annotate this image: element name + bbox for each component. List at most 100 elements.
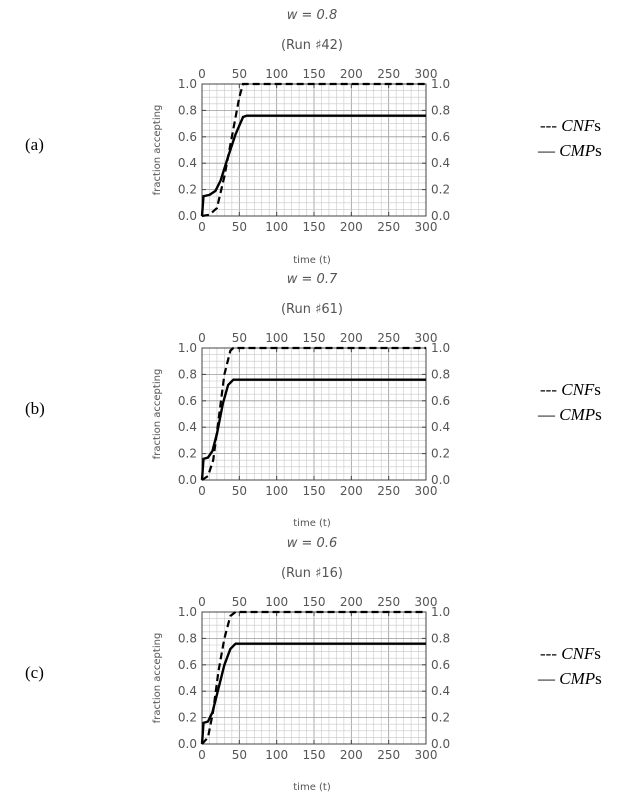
y-tick-label-left: 0.8 xyxy=(178,103,197,117)
y-tick-label-right: 1.0 xyxy=(431,77,450,91)
x-tick-label-top: 100 xyxy=(265,595,288,609)
legend: --- CNFs — CMPs xyxy=(537,380,602,424)
chart-subtitle: (Run ♯42) xyxy=(281,38,343,53)
x-tick-label-bottom: 200 xyxy=(340,484,363,498)
x-tick-label-top: 50 xyxy=(232,331,247,345)
legend-item-cnf: --- CNFs xyxy=(540,644,601,663)
x-tick-label-top: 150 xyxy=(303,67,326,81)
x-tick-label-bottom: 0 xyxy=(198,484,206,498)
y-tick-label-left: 0.2 xyxy=(178,447,197,461)
y-tick-label-right: 0.0 xyxy=(431,737,450,751)
y-tick-label-left: 0.0 xyxy=(178,209,197,223)
chart-panel-a: (a) w = 0.8 (Run ♯42) 0 0 50 50 100 100 150 150… xyxy=(25,8,602,266)
y-tick-label-left: 0.6 xyxy=(178,658,197,672)
panel-label: (c) xyxy=(25,663,44,682)
chart-title: w = 0.6 xyxy=(287,536,337,551)
panel-label: (a) xyxy=(25,135,44,154)
x-tick-label-top: 200 xyxy=(340,595,363,609)
chart-title: w = 0.8 xyxy=(287,8,337,23)
x-tick-label-bottom: 300 xyxy=(415,220,438,234)
x-tick-label-bottom: 50 xyxy=(232,748,247,762)
y-tick-label-left: 0.2 xyxy=(178,183,197,197)
y-tick-label-right: 0.2 xyxy=(431,447,450,461)
y-tick-label-left: 0.4 xyxy=(178,684,197,698)
x-tick-label-top: 0 xyxy=(198,331,206,345)
x-tick-label-bottom: 250 xyxy=(377,484,400,498)
y-tick-label-left: 1.0 xyxy=(178,341,197,355)
x-tick-label-bottom: 150 xyxy=(303,220,326,234)
x-tick-label-bottom: 100 xyxy=(265,484,288,498)
series-group xyxy=(200,82,426,218)
legend-item-cmp: — CMPs xyxy=(537,405,602,424)
y-axis-label: fraction accepting xyxy=(152,105,163,196)
grid xyxy=(201,83,427,217)
y-tick-label-left: 0.4 xyxy=(178,420,197,434)
x-tick-label-top: 250 xyxy=(377,331,400,345)
panel-label: (b) xyxy=(25,399,45,418)
y-tick-label-left: 0.0 xyxy=(178,473,197,487)
series-group xyxy=(200,346,426,481)
chart-panel-c: (c) w = 0.6 (Run ♯16) 0 0 50 50 100 100 150 150… xyxy=(25,536,602,793)
x-tick-label-top: 250 xyxy=(377,595,400,609)
x-tick-label-top: 150 xyxy=(303,331,326,345)
y-axis-label: fraction accepting xyxy=(152,633,163,724)
x-axis-label: time (t) xyxy=(293,255,331,266)
legend-item-cnf: --- CNFs xyxy=(540,380,601,399)
y-tick-label-right: 0.4 xyxy=(431,420,450,434)
chart-subtitle: (Run ♯61) xyxy=(281,302,343,317)
series-line-cmps xyxy=(200,378,426,481)
legend: --- CNFs — CMPs xyxy=(537,644,602,688)
x-tick-label-bottom: 200 xyxy=(340,748,363,762)
x-tick-label-bottom: 250 xyxy=(377,220,400,234)
y-tick-label-left: 0.0 xyxy=(178,737,197,751)
y-tick-label-left: 0.2 xyxy=(178,711,197,725)
x-tick-label-top: 300 xyxy=(415,331,438,345)
y-tick-label-right: 0.4 xyxy=(431,684,450,698)
x-tick-label-top: 100 xyxy=(265,67,288,81)
y-tick-label-left: 0.8 xyxy=(178,631,197,645)
x-tick-label-bottom: 300 xyxy=(415,484,438,498)
y-tick-label-left: 0.6 xyxy=(178,130,197,144)
series-line-cmps xyxy=(200,642,426,745)
x-tick-label-bottom: 300 xyxy=(415,748,438,762)
y-tick-label-right: 0.6 xyxy=(431,130,450,144)
y-tick-label-right: 0.2 xyxy=(431,183,450,197)
series-group xyxy=(200,610,426,745)
x-tick-label-top: 200 xyxy=(340,67,363,81)
x-tick-label-bottom: 150 xyxy=(303,484,326,498)
x-tick-label-bottom: 50 xyxy=(232,484,247,498)
y-tick-label-right: 0.8 xyxy=(431,631,450,645)
x-tick-label-top: 50 xyxy=(232,67,247,81)
x-tick-label-bottom: 0 xyxy=(198,748,206,762)
y-tick-label-right: 0.0 xyxy=(431,209,450,223)
y-tick-label-right: 0.2 xyxy=(431,711,450,725)
x-tick-label-bottom: 150 xyxy=(303,748,326,762)
legend-item-cmp: — CMPs xyxy=(537,669,602,688)
y-tick-label-right: 0.4 xyxy=(431,156,450,170)
x-tick-label-top: 0 xyxy=(198,595,206,609)
x-axis-label: time (t) xyxy=(293,518,331,529)
y-tick-label-right: 0.8 xyxy=(431,367,450,381)
x-tick-label-top: 0 xyxy=(198,67,206,81)
x-tick-label-top: 150 xyxy=(303,595,326,609)
x-tick-label-bottom: 50 xyxy=(232,220,247,234)
legend: --- CNFs — CMPs xyxy=(537,116,602,160)
series-line-cnfs xyxy=(201,346,426,481)
y-tick-label-right: 0.0 xyxy=(431,473,450,487)
chart-panel-b: (b) w = 0.7 (Run ♯61) 0 0 50 50 100 100 150 150… xyxy=(25,272,602,529)
x-tick-label-bottom: 0 xyxy=(198,220,206,234)
x-tick-label-top: 300 xyxy=(415,67,438,81)
y-tick-label-left: 0.4 xyxy=(178,156,197,170)
x-tick-label-top: 300 xyxy=(415,595,438,609)
x-tick-label-bottom: 100 xyxy=(265,748,288,762)
chart-subtitle: (Run ♯16) xyxy=(281,566,343,581)
x-tick-label-top: 200 xyxy=(340,331,363,345)
series-line-cmps xyxy=(200,114,426,217)
chart-title: w = 0.7 xyxy=(287,272,338,287)
y-tick-label-left: 0.8 xyxy=(178,367,197,381)
y-tick-label-left: 0.6 xyxy=(178,394,197,408)
y-tick-label-right: 1.0 xyxy=(431,341,450,355)
